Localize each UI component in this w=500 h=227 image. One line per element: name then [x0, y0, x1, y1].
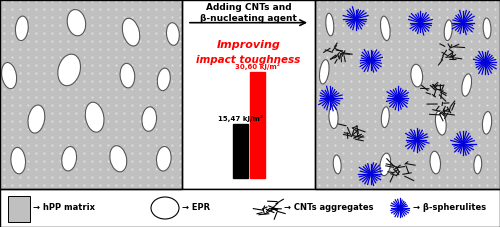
Ellipse shape [67, 10, 86, 36]
Ellipse shape [483, 18, 491, 39]
Ellipse shape [333, 155, 341, 174]
Ellipse shape [482, 111, 492, 134]
Ellipse shape [462, 74, 471, 96]
Bar [315, 0, 500, 189]
Text: Adding CNTs and: Adding CNTs and [206, 3, 292, 12]
Ellipse shape [436, 111, 446, 135]
Ellipse shape [474, 155, 482, 174]
Bar [232, 124, 248, 178]
Ellipse shape [2, 62, 16, 89]
Ellipse shape [142, 107, 156, 131]
Ellipse shape [86, 102, 104, 132]
Ellipse shape [120, 63, 134, 88]
Bar [0, 0, 182, 189]
Text: → β-spherulites: → β-spherulites [413, 203, 486, 212]
Ellipse shape [11, 148, 26, 174]
Ellipse shape [326, 13, 334, 36]
Ellipse shape [166, 23, 179, 45]
Text: → CNTs aggregates: → CNTs aggregates [284, 203, 374, 212]
Ellipse shape [382, 107, 390, 128]
Ellipse shape [380, 153, 390, 176]
Ellipse shape [122, 18, 140, 46]
Text: Improving: Improving [216, 40, 280, 50]
Bar [315, 0, 500, 189]
Text: impact toughness: impact toughness [196, 55, 300, 65]
Bar [0, 189, 500, 227]
Ellipse shape [329, 106, 338, 128]
Bar [182, 0, 315, 189]
Text: 15,47 kJ/m²: 15,47 kJ/m² [218, 115, 262, 122]
Ellipse shape [28, 105, 45, 133]
Ellipse shape [158, 68, 170, 91]
Ellipse shape [151, 197, 179, 219]
Ellipse shape [16, 16, 28, 41]
Ellipse shape [156, 146, 171, 171]
Text: → EPR: → EPR [182, 203, 210, 212]
Bar [8, 196, 30, 222]
Ellipse shape [430, 151, 440, 174]
Ellipse shape [110, 146, 127, 172]
Ellipse shape [320, 60, 329, 84]
Text: → hPP matrix: → hPP matrix [33, 203, 95, 212]
Ellipse shape [411, 64, 422, 87]
Text: β-nucleating agent: β-nucleating agent [200, 14, 297, 23]
Ellipse shape [444, 20, 452, 41]
Ellipse shape [380, 16, 390, 41]
Ellipse shape [62, 147, 76, 171]
Ellipse shape [58, 54, 80, 86]
Bar [0, 0, 182, 189]
Bar [250, 72, 264, 178]
Text: 30,60 kJ/m²: 30,60 kJ/m² [234, 63, 280, 70]
